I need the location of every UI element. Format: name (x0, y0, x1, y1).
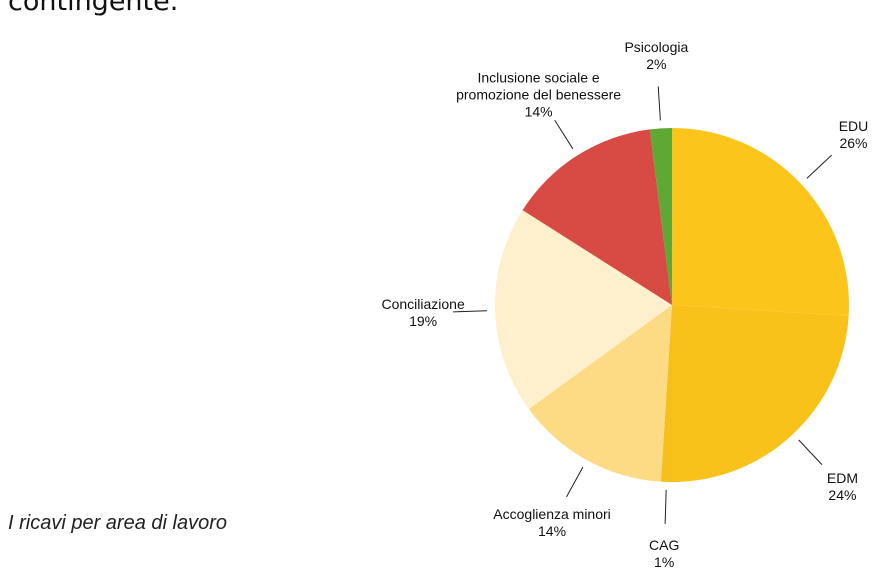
slice-label: EDM 24% (827, 470, 858, 504)
leader-line (453, 310, 488, 313)
slice-name: Accoglienza minori (493, 506, 611, 523)
slice-name: Psicologia (624, 39, 689, 56)
slice-name: EDM (826, 469, 858, 486)
pie-slice (649, 128, 672, 305)
pie-slice (660, 305, 672, 482)
leader-line (798, 439, 823, 465)
slice-value: 1% (654, 553, 675, 570)
slice-value: 14% (538, 523, 567, 540)
leader-line (806, 154, 832, 179)
slice-name: EDU (838, 117, 869, 134)
pie-slice (672, 128, 849, 317)
body-text: contingente. (8, 0, 179, 17)
slice-value: 24% (828, 486, 857, 503)
pie-slice (495, 210, 672, 410)
slice-value: 26% (839, 134, 868, 151)
slice-value: 14% (524, 103, 553, 120)
slice-label: Inclusione sociale e promozione del bene… (449, 69, 629, 120)
slice-label: Psicologia 2% (624, 39, 688, 73)
pie-slice (522, 129, 672, 305)
slice-label: Accoglienza minori 14% (493, 506, 611, 540)
slice-value: 19% (409, 312, 438, 329)
pie-slice (528, 305, 672, 482)
slice-name: Conciliazione (381, 295, 465, 312)
slice-label: EDU 26% (839, 118, 869, 152)
slice-name: CAG (649, 536, 680, 553)
slice-name: Inclusione sociale e promozione del bene… (456, 69, 622, 103)
leader-line (664, 489, 667, 524)
slice-value: 2% (646, 56, 667, 73)
pie-slice (672, 305, 849, 482)
leader-line (566, 466, 584, 498)
caption: I ricavi per area di lavoro (8, 512, 227, 534)
slice-label: Conciliazione 19% (381, 296, 464, 330)
leader-line (554, 119, 574, 150)
leader-line (657, 86, 661, 121)
slice-label: CAG 1% (649, 537, 679, 571)
